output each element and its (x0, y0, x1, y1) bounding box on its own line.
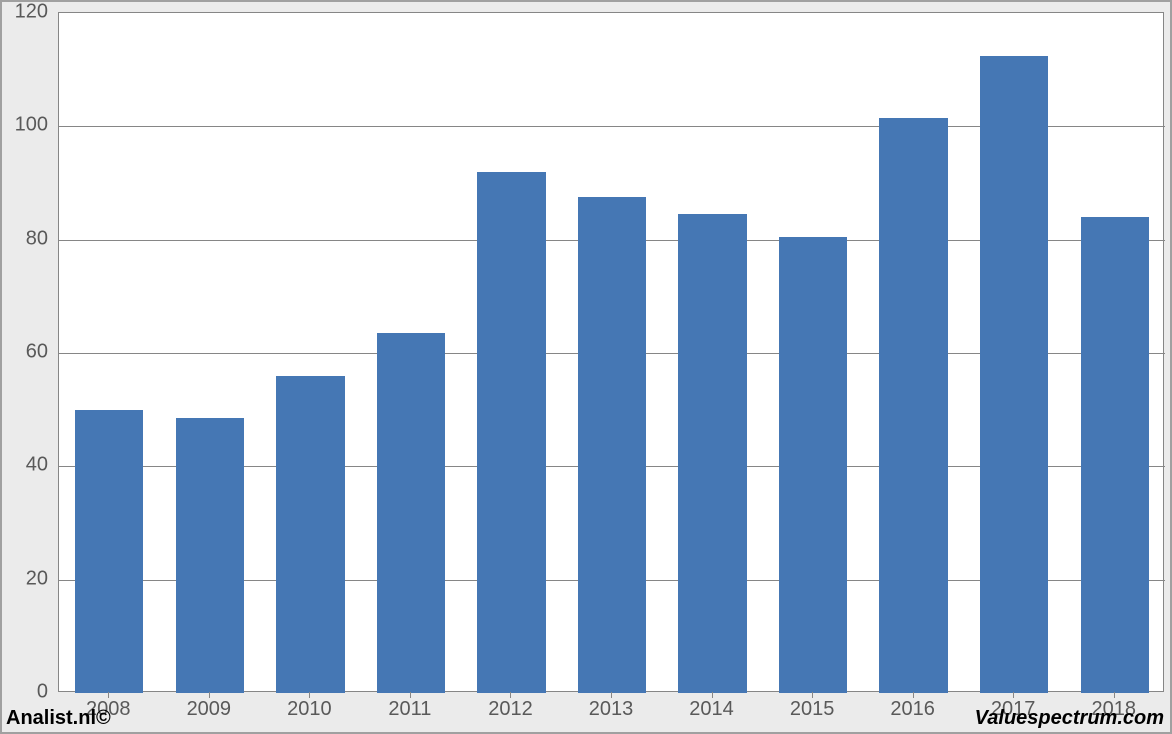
x-tick-label: 2013 (589, 698, 634, 721)
bar (678, 214, 746, 693)
bar (276, 376, 344, 693)
x-tick-mark (712, 692, 713, 698)
x-tick-label: 2010 (287, 698, 332, 721)
x-tick-mark (1114, 692, 1115, 698)
x-tick-mark (510, 692, 511, 698)
x-tick-mark (309, 692, 310, 698)
x-tick-label: 2012 (488, 698, 533, 721)
y-tick-label: 80 (2, 227, 48, 250)
bar (477, 172, 545, 693)
y-tick-label: 20 (2, 567, 48, 590)
y-tick-label: 100 (2, 114, 48, 137)
bar (578, 197, 646, 693)
x-tick-mark (812, 692, 813, 698)
footer-left: Analist.nl© (6, 707, 111, 730)
y-tick-label: 0 (2, 681, 48, 704)
bar (879, 118, 947, 693)
plot-panel (58, 12, 1164, 692)
y-tick-label: 40 (2, 454, 48, 477)
x-tick-mark (1013, 692, 1014, 698)
x-tick-label: 2011 (388, 698, 431, 721)
y-tick-label: 60 (2, 341, 48, 364)
x-tick-label: 2016 (890, 698, 935, 721)
bar (1081, 217, 1149, 693)
x-tick-label: 2009 (187, 698, 232, 721)
footer-right: Valuespectrum.com (975, 707, 1164, 730)
bar (980, 56, 1048, 694)
bar (75, 410, 143, 693)
plot-area (59, 13, 1165, 693)
x-tick-mark (611, 692, 612, 698)
x-tick-mark (108, 692, 109, 698)
x-tick-label: 2015 (790, 698, 835, 721)
x-tick-mark (410, 692, 411, 698)
bar (779, 237, 847, 693)
y-tick-label: 120 (2, 1, 48, 24)
x-tick-mark (209, 692, 210, 698)
chart-container: 0204060801001202008200920102011201220132… (0, 0, 1172, 734)
x-tick-label: 2014 (689, 698, 734, 721)
x-tick-mark (913, 692, 914, 698)
bar (377, 333, 445, 693)
bar (176, 418, 244, 693)
